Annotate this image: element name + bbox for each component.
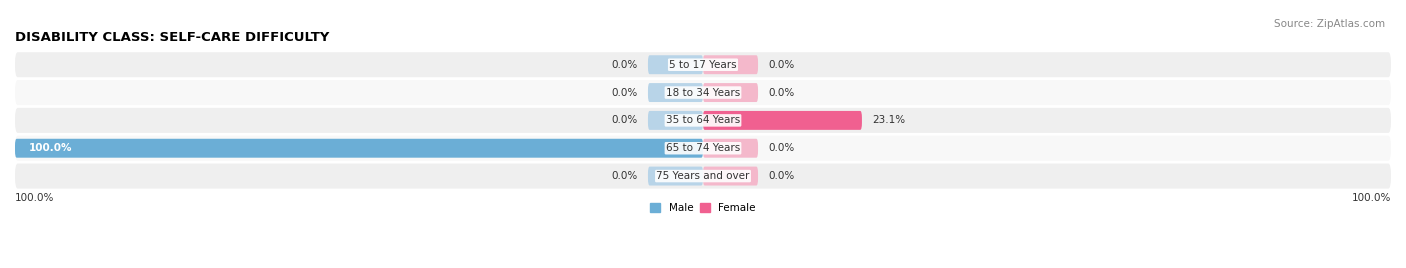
Text: DISABILITY CLASS: SELF-CARE DIFFICULTY: DISABILITY CLASS: SELF-CARE DIFFICULTY (15, 31, 329, 44)
FancyBboxPatch shape (703, 55, 758, 74)
Text: 0.0%: 0.0% (612, 60, 638, 70)
Text: 65 to 74 Years: 65 to 74 Years (666, 143, 740, 153)
FancyBboxPatch shape (703, 167, 758, 185)
FancyBboxPatch shape (15, 136, 1391, 161)
FancyBboxPatch shape (648, 55, 703, 74)
FancyBboxPatch shape (648, 111, 703, 130)
Text: 0.0%: 0.0% (768, 143, 794, 153)
FancyBboxPatch shape (703, 139, 758, 158)
FancyBboxPatch shape (15, 163, 1391, 189)
FancyBboxPatch shape (15, 108, 1391, 133)
Text: 0.0%: 0.0% (612, 171, 638, 181)
Text: 0.0%: 0.0% (612, 88, 638, 98)
Text: 18 to 34 Years: 18 to 34 Years (666, 88, 740, 98)
FancyBboxPatch shape (648, 167, 703, 185)
Text: 0.0%: 0.0% (768, 88, 794, 98)
FancyBboxPatch shape (15, 52, 1391, 77)
Text: 100.0%: 100.0% (15, 193, 55, 203)
Text: 75 Years and over: 75 Years and over (657, 171, 749, 181)
FancyBboxPatch shape (648, 83, 703, 102)
Text: 0.0%: 0.0% (768, 60, 794, 70)
Text: 100.0%: 100.0% (1351, 193, 1391, 203)
Text: 35 to 64 Years: 35 to 64 Years (666, 116, 740, 125)
Text: 23.1%: 23.1% (872, 116, 905, 125)
Text: Source: ZipAtlas.com: Source: ZipAtlas.com (1274, 19, 1385, 29)
FancyBboxPatch shape (703, 111, 862, 130)
Text: 0.0%: 0.0% (768, 171, 794, 181)
FancyBboxPatch shape (15, 80, 1391, 105)
FancyBboxPatch shape (703, 83, 758, 102)
Text: 100.0%: 100.0% (28, 143, 72, 153)
Text: 0.0%: 0.0% (612, 116, 638, 125)
Text: 5 to 17 Years: 5 to 17 Years (669, 60, 737, 70)
FancyBboxPatch shape (15, 139, 703, 158)
Legend: Male, Female: Male, Female (645, 199, 761, 217)
